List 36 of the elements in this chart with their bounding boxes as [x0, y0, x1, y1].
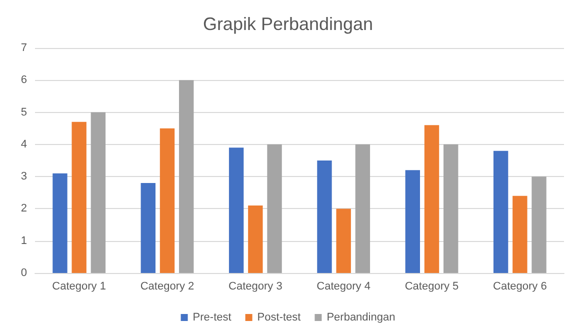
chart-title: Grapik Perbandingan — [202, 14, 374, 34]
bar — [317, 160, 332, 273]
y-tick-label: 1 — [20, 234, 27, 247]
legend-label: Perbandingan — [326, 312, 396, 324]
bar — [267, 144, 282, 273]
bar — [248, 206, 263, 273]
bar — [160, 128, 175, 273]
x-tick-label: Category 2 — [140, 280, 194, 292]
bar — [72, 122, 86, 273]
x-tick-label: Category 4 — [316, 280, 370, 292]
bar — [405, 170, 420, 273]
bar — [424, 125, 440, 273]
x-tick-label: Category 1 — [52, 280, 106, 292]
y-tick-label: 7 — [20, 42, 27, 54]
bar — [493, 150, 508, 273]
bar — [355, 144, 370, 273]
bar — [52, 173, 68, 273]
legend-label: Post-test — [257, 312, 301, 324]
y-tick-label: 0 — [20, 267, 27, 279]
bar — [336, 208, 351, 273]
legend-label: Pre-test — [192, 312, 232, 324]
y-tick-label: 3 — [20, 170, 27, 183]
y-tick-label: 5 — [20, 106, 27, 118]
bar — [228, 148, 244, 273]
bar — [179, 80, 194, 273]
bar — [90, 112, 106, 273]
x-tick-label: Category 6 — [493, 280, 547, 292]
y-tick-label: 4 — [20, 138, 27, 150]
y-tick-label: 6 — [20, 74, 27, 86]
bar — [532, 176, 546, 273]
bar — [140, 183, 156, 273]
bar — [512, 196, 528, 273]
y-tick-label: 2 — [20, 202, 27, 215]
x-tick-label: Category 3 — [228, 280, 282, 292]
x-tick-label: Category 5 — [404, 280, 459, 292]
bar — [444, 144, 458, 273]
